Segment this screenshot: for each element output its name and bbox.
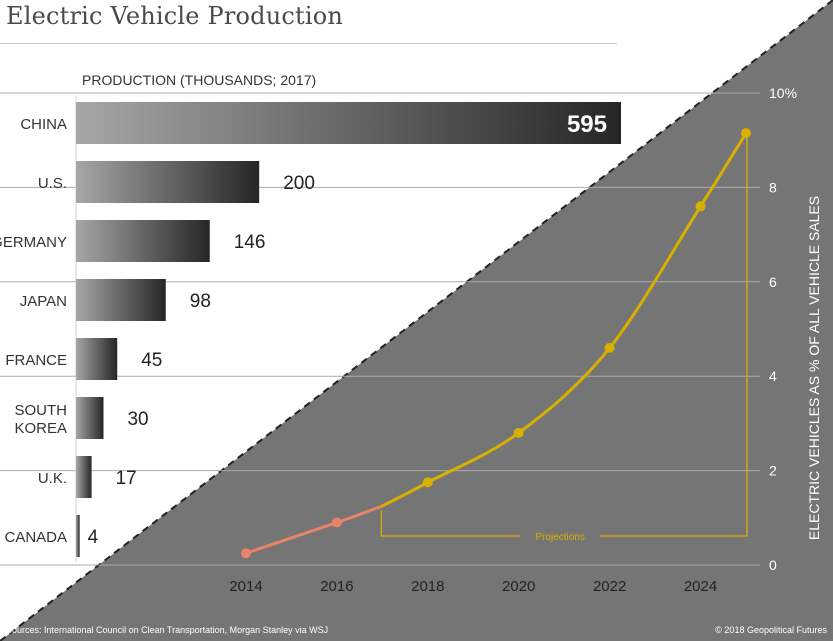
bar-value-label: 146 [234,232,266,253]
bar-category-label: JAPAN [20,293,67,310]
projections-bracket-left [380,510,521,537]
bar [76,102,621,144]
bar-category-label: KOREA [14,420,67,437]
x-tick-label: 2024 [684,578,717,595]
bar-value-label: 200 [283,173,315,194]
bar [76,397,104,439]
chart-title: Electric Vehicle Production [6,2,344,30]
bar-value-label: 45 [141,350,162,371]
data-point [422,477,433,488]
bar-value-label: 30 [127,409,148,430]
bar [76,338,118,380]
bar-category-label: CANADA [4,529,67,546]
projections-bracket-right [600,133,748,537]
bar-category-label: FRANCE [5,352,67,369]
bar-category-label: SOUTH [15,402,68,419]
line-chart-axes: 0 2 4 6 8 10% 2014 2016 2018 2020 2022 2024 [229,85,797,595]
bar [76,279,166,321]
x-tick-label: 2020 [502,578,535,595]
bar-category-label: U.S. [38,175,67,192]
line-y-axis-title: ELECTRIC VEHICLES AS % OF ALL VEHICLE SA… [806,196,822,540]
bar-value-label: 4 [88,527,99,548]
title-divider [0,43,617,44]
y-tick-label: 4 [769,368,777,384]
y-tick-label: 2 [769,463,777,479]
bar-category-label: U.K. [38,470,67,487]
data-point [241,548,251,559]
y-tick-label: 6 [769,274,777,290]
data-point [695,201,706,212]
x-tick-label: 2016 [320,578,353,595]
y-tick-label: 10% [769,85,797,101]
copyright-note: © 2018 Geopolitical Futures [715,625,827,635]
projections-label: Projections [535,532,584,543]
bar [76,515,80,557]
data-point [604,342,615,353]
bar-category-label: CHINA [20,116,67,133]
data-point [741,128,751,139]
y-tick-label: 8 [769,179,777,195]
bar [76,220,210,262]
bar-value-label: 17 [116,468,137,489]
bar [76,161,260,203]
y-tick-label: 0 [769,557,777,573]
bar [76,456,92,498]
data-point [513,427,524,438]
data-point [331,517,342,528]
line-chart: Projections [241,128,751,559]
bar-axis-title: PRODUCTION (THOUSANDS; 2017) [82,72,316,88]
x-tick-label: 2018 [411,578,444,595]
x-tick-label: 2014 [229,578,262,595]
sources-note: Sources: International Council on Clean … [6,625,328,635]
bar-value-label: 595 [567,111,607,138]
x-tick-label: 2022 [593,578,626,595]
bar-chart: CHINA 595 U.S. 200 GERMANY 146 JAPAN 98 FRANCE 45… [0,96,621,562]
bar-category-label: GERMANY [0,234,67,251]
bar-value-label: 98 [190,291,211,312]
